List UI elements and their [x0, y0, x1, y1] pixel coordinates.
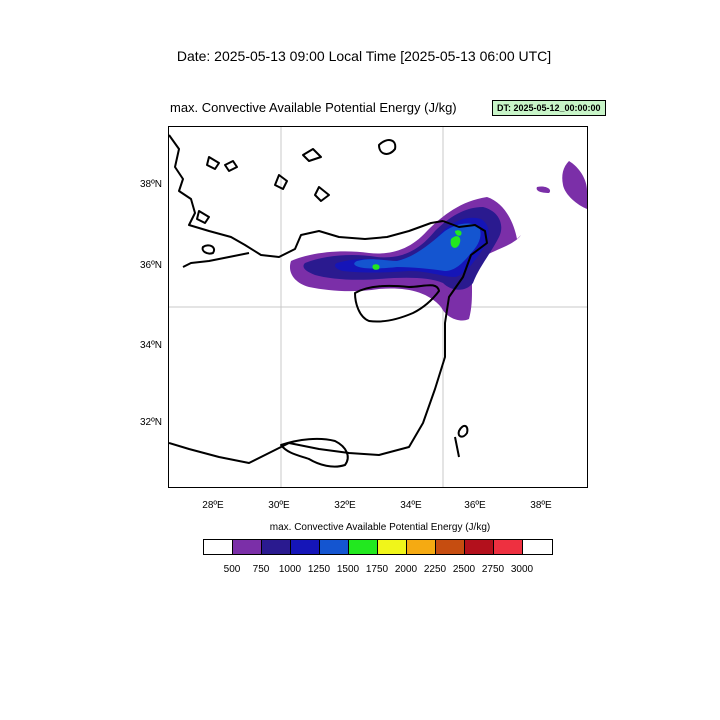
colorbar-swatch: [407, 540, 436, 554]
coastline-island-d: [274, 174, 288, 190]
coastline-crete: [182, 252, 250, 268]
colorbar-swatch: [291, 540, 320, 554]
cape-contour-1500-b: [455, 230, 462, 236]
cape-contour-500-b: [562, 161, 587, 209]
cape-contour-1500: [450, 236, 461, 248]
coastline-island-h: [457, 425, 469, 438]
colorbar-label: 1250: [307, 564, 331, 575]
colorbar-swatch: [494, 540, 523, 554]
coastline-rhodes: [201, 244, 215, 255]
y-tick-38n: 38ºN: [140, 179, 162, 190]
y-tick-34n: 34ºN: [140, 340, 162, 351]
cape-contour-500-c: [536, 186, 551, 193]
coastline-turkey-east: [169, 220, 488, 464]
x-tick-32e: 32ºE: [334, 500, 356, 511]
colorbar-label: 500: [223, 564, 241, 575]
x-tick-34e: 34ºE: [400, 500, 422, 511]
colorbar-swatch: [523, 540, 552, 554]
cape-field: [289, 161, 587, 321]
coastline-island-g: [378, 139, 397, 155]
colorbar-swatch: [262, 540, 291, 554]
map-panel: [168, 126, 588, 488]
coastline-cyprus: [354, 284, 440, 323]
colorbar-label: 750: [252, 564, 270, 575]
colorbar: [203, 539, 553, 555]
coastline-island-f: [314, 186, 330, 202]
colorbar-label: 2250: [423, 564, 447, 575]
coastline-sinai-1: [280, 437, 349, 468]
colorbar-label: 3000: [510, 564, 534, 575]
coastline-turkey-south: [169, 134, 444, 258]
x-tick-38e: 38ºE: [530, 500, 552, 511]
date-title: Date: 2025-05-13 09:00 Local Time [2025-…: [176, 48, 552, 64]
x-tick-30e: 30ºE: [268, 500, 290, 511]
colorbar-swatch: [349, 540, 378, 554]
y-tick-32n: 32ºN: [140, 417, 162, 428]
plot-title: max. Convective Available Potential Ener…: [170, 100, 457, 115]
colorbar-label: 2750: [481, 564, 505, 575]
x-tick-36e: 36ºE: [464, 500, 486, 511]
y-tick-36n: 36ºN: [140, 260, 162, 271]
colorbar-swatch: [204, 540, 233, 554]
colorbar-swatch: [436, 540, 465, 554]
colorbar-label: 2500: [452, 564, 476, 575]
colorbar-label: 1750: [365, 564, 389, 575]
coastline-gaza: [454, 436, 460, 458]
colorbar-swatch: [378, 540, 407, 554]
x-tick-28e: 28ºE: [202, 500, 224, 511]
colorbar-swatch: [465, 540, 494, 554]
coastline-island-c: [224, 160, 238, 172]
dt-badge: DT: 2025-05-12_00:00:00: [492, 100, 606, 116]
colorbar-label: 1500: [336, 564, 360, 575]
cape-contour-1500-c: [372, 264, 380, 270]
colorbar-swatch: [320, 540, 349, 554]
coastline-island-b: [206, 156, 220, 170]
coastlines: [169, 134, 488, 468]
cape-contour-1250: [354, 223, 481, 271]
map-svg: [169, 127, 587, 487]
colorbar-label: 2000: [394, 564, 418, 575]
colorbar-swatch: [233, 540, 262, 554]
colorbar-title: max. Convective Available Potential Ener…: [269, 522, 491, 533]
colorbar-label: 1000: [278, 564, 302, 575]
coastline-island-e: [302, 148, 322, 162]
coastline-island-a: [196, 210, 210, 224]
